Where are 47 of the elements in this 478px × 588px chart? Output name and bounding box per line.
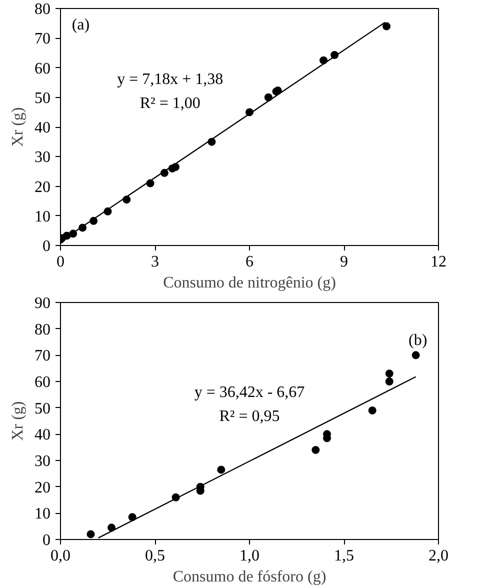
annotation: y = 7,18x + 1,38 (117, 71, 224, 88)
point (385, 370, 394, 378)
y-tick-label: 40 (34, 120, 50, 136)
x-axis-title: Consumo de nitrogênio (g) (163, 274, 336, 292)
y-tick-label: 30 (34, 453, 50, 470)
y-tick-label: 10 (34, 208, 50, 226)
y-tick-label: 40 (34, 426, 50, 444)
y-tick-label: 20 (34, 178, 50, 196)
annotation: (b) (408, 332, 428, 349)
y-tick-label: 90 (34, 295, 50, 312)
y-tick-label: 0 (42, 238, 50, 255)
x-tick-label: 12 (430, 254, 446, 270)
y-axis-title: Xr (g) (10, 401, 26, 441)
x-tick-label: 1,5 (334, 548, 354, 564)
y-tick-label: 70 (34, 30, 50, 48)
x-tick-label: 9 (340, 254, 348, 270)
x-axis-title: Consumo de fósforo (g) (172, 568, 326, 586)
point (412, 351, 420, 360)
point (368, 406, 376, 414)
y-tick-label: 20 (34, 479, 50, 496)
y-tick-label: 60 (34, 60, 50, 78)
x-tick-label: 0 (56, 254, 64, 270)
annotation: (a) (72, 16, 90, 34)
x-tick-label: 2,0 (428, 548, 448, 564)
y-tick-label: 80 (34, 321, 50, 338)
point (382, 22, 391, 30)
y-tick-label: 10 (34, 506, 50, 523)
y-tick-label: 70 (34, 348, 50, 365)
x-tick-label: 3 (151, 254, 159, 270)
y-tick-label: 60 (34, 374, 50, 391)
y-tick-label: 80 (34, 1, 50, 18)
x-tick-label: 0,0 (50, 548, 70, 564)
y-tick-label: 30 (34, 149, 50, 166)
x-tick-label: 1,0 (240, 548, 260, 564)
x-tick-label: 0,5 (145, 548, 165, 564)
point (312, 446, 320, 454)
point (385, 378, 394, 386)
point (217, 466, 226, 474)
y-tick-label: 50 (34, 90, 50, 107)
annotation: R² = 0,95 (219, 408, 280, 425)
y-tick-label: 50 (34, 400, 50, 418)
annotation: R² = 1,00 (140, 94, 200, 112)
y-tick-label: 0 (42, 532, 50, 549)
y-axis-title: Xr (g) (10, 107, 26, 147)
x-tick-label: 6 (246, 254, 254, 270)
point (86, 530, 95, 538)
annotation: y = 36,42x - 6,67 (194, 384, 305, 402)
